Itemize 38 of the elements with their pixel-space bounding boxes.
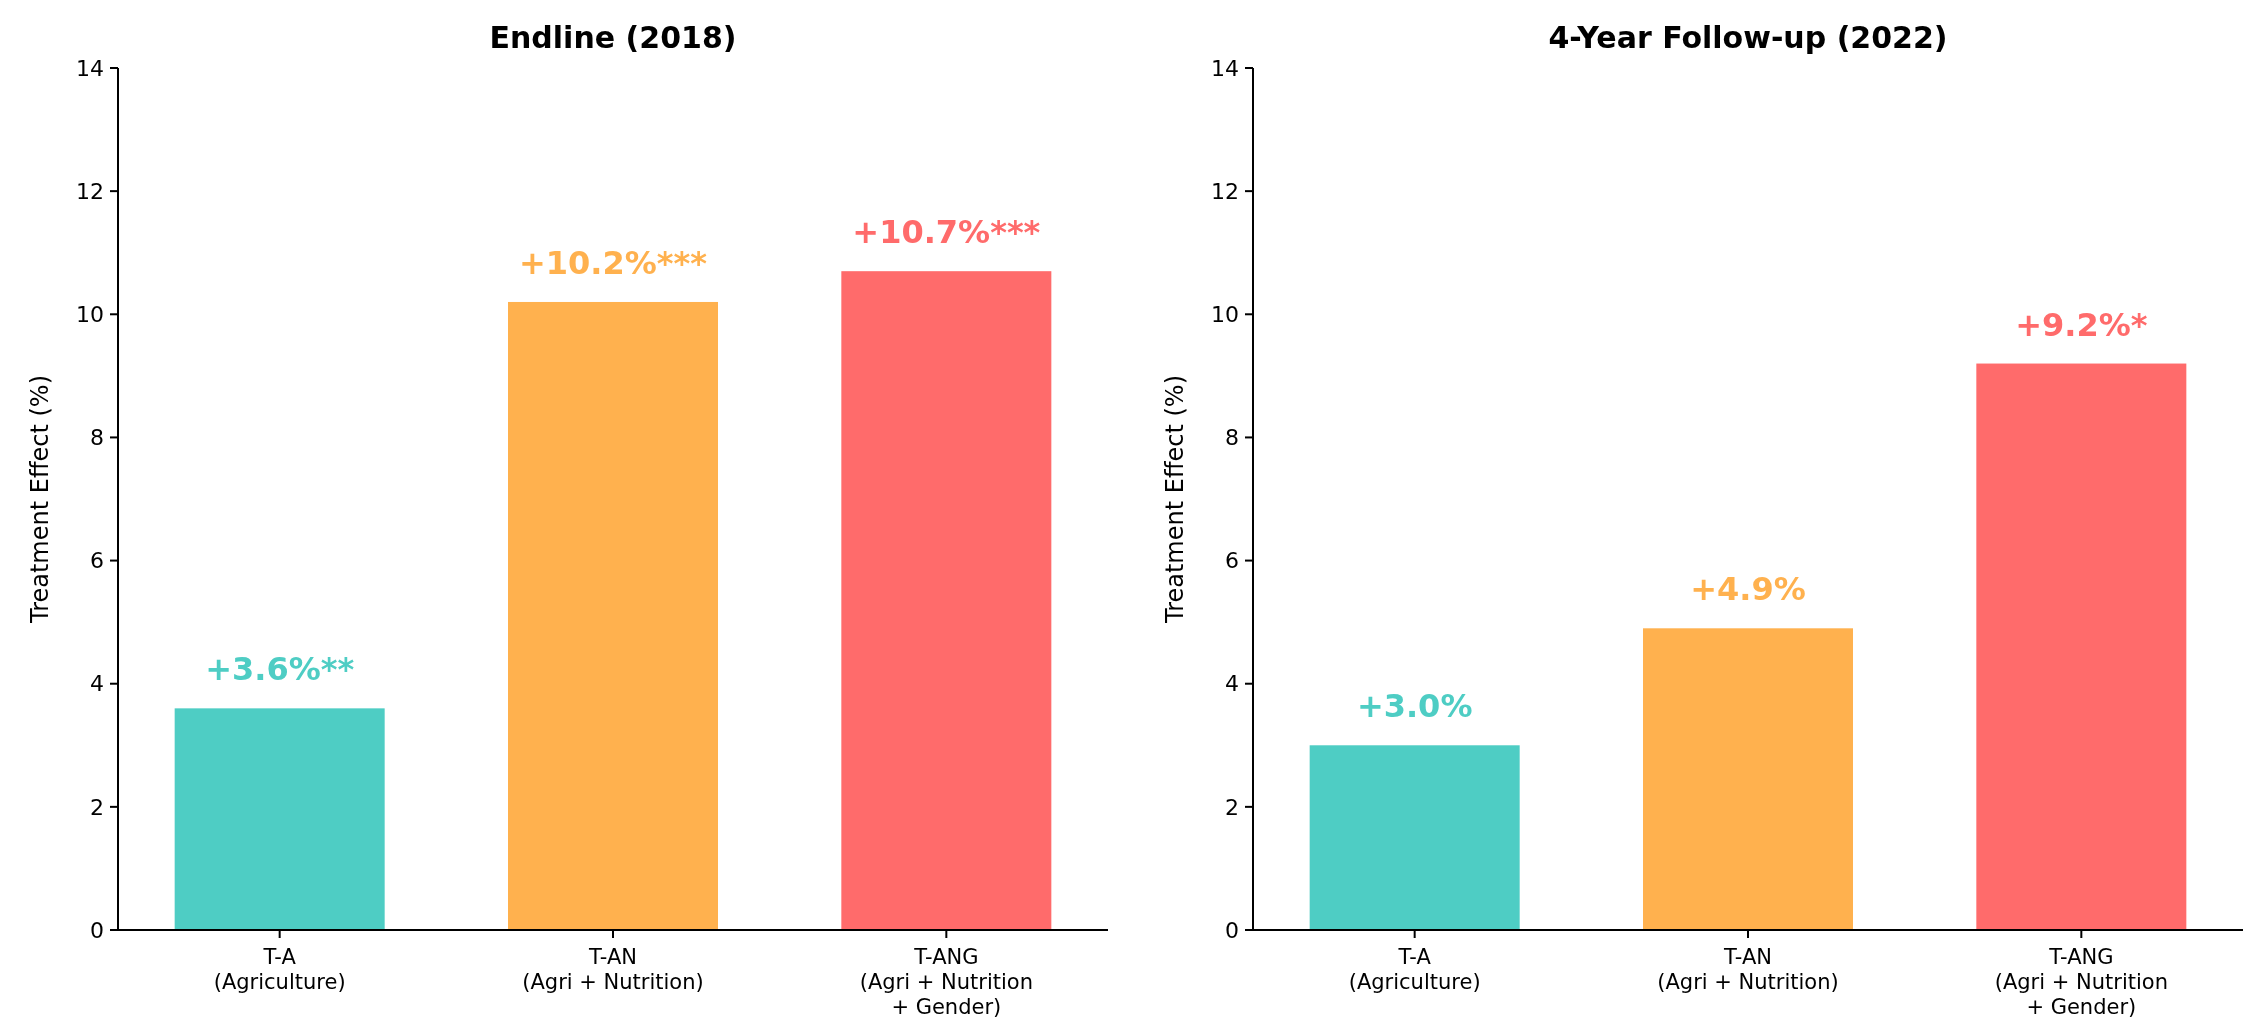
bar — [174, 708, 385, 930]
y-axis-title: Treatment Effect (%) — [1161, 375, 1189, 624]
chart-title: Endline (2018) — [489, 20, 737, 55]
y-tick-label: 12 — [1211, 178, 1239, 204]
y-axis-title: Treatment Effect (%) — [26, 375, 54, 624]
y-tick-label: 14 — [1211, 55, 1239, 81]
y-tick-label: 10 — [1211, 301, 1239, 327]
chart-title: 4-Year Follow-up (2022) — [1548, 20, 1948, 55]
data-label: +3.0% — [1356, 687, 1473, 726]
y-tick-label: 0 — [1225, 917, 1239, 943]
data-label: +9.2%* — [2015, 305, 2148, 344]
bar — [1643, 628, 1853, 930]
y-tick-label: 14 — [76, 55, 104, 81]
bar — [841, 271, 1052, 930]
data-label: +3.6%** — [205, 650, 355, 689]
bar — [1976, 363, 2187, 930]
data-label: +10.2%*** — [518, 243, 708, 282]
y-tick-label: 4 — [90, 671, 104, 697]
data-label: +10.7%*** — [852, 213, 1041, 252]
y-tick-label: 2 — [1225, 794, 1239, 820]
y-tick-label: 6 — [1225, 548, 1239, 574]
bar — [1309, 745, 1520, 930]
y-tick-label: 8 — [1225, 425, 1239, 451]
x-tick-label: T-ANG (Agri + Nutrition + Gender) — [859, 945, 1033, 1019]
y-tick-label: 4 — [1225, 671, 1239, 697]
x-tick-label: T-A (Agriculture) — [1348, 945, 1481, 994]
x-tick-label: T-AN (Agri + Nutrition) — [1657, 945, 1839, 994]
y-tick-label: 10 — [76, 301, 104, 327]
bar — [508, 301, 718, 930]
data-label: +4.9% — [1690, 570, 1806, 609]
y-tick-label: 0 — [90, 917, 104, 943]
y-tick-label: 8 — [90, 425, 104, 451]
x-tick-label: T-ANG (Agri + Nutrition + Gender) — [1994, 945, 2168, 1019]
y-tick-label: 6 — [90, 548, 104, 574]
y-tick-label: 2 — [90, 794, 104, 820]
x-tick-label: T-AN (Agri + Nutrition) — [522, 945, 704, 994]
x-tick-label: T-A (Agriculture) — [213, 945, 346, 994]
y-tick-label: 12 — [76, 178, 104, 204]
